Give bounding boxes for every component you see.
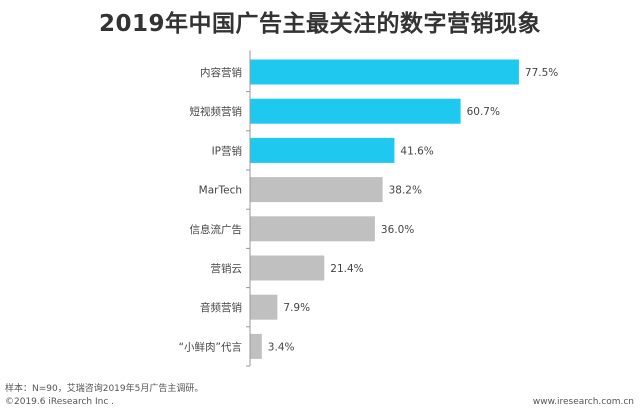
bar-chart: 内容营销 77.5% 短视频营销 60.7% IP营销 41.6% MarTech 38.2%…	[179, 50, 558, 367]
value-label: 3.4%	[268, 341, 295, 353]
value-label: 21.4%	[330, 263, 363, 275]
category-label: 音频营销	[200, 301, 242, 314]
bar	[250, 137, 395, 163]
bar	[250, 177, 383, 203]
category-label: 短视频营销	[190, 105, 243, 118]
category-label: 营销云	[211, 262, 243, 275]
bar	[250, 216, 375, 242]
value-label: 60.7%	[467, 106, 500, 118]
value-label: 7.9%	[283, 302, 310, 314]
website-url: www.iresearch.com.cn	[532, 397, 634, 407]
bar	[250, 255, 325, 281]
bar	[250, 333, 262, 359]
value-label: 38.2%	[389, 185, 422, 197]
value-label: 36.0%	[381, 224, 414, 236]
bar	[250, 59, 519, 85]
sample-note: 样本：N=90，艾瑞咨询2019年5月广告主调研。	[5, 384, 204, 394]
category-label: 信息流广告	[190, 223, 243, 236]
category-label: MarTech	[199, 185, 242, 197]
bar	[250, 98, 461, 124]
value-label: 77.5%	[525, 67, 558, 79]
bar	[250, 294, 278, 320]
category-label: IP营销	[212, 144, 242, 157]
category-label: “小鲜肉”代言	[179, 340, 242, 353]
value-label: 41.6%	[400, 145, 433, 157]
category-label: 内容营销	[200, 66, 242, 79]
chart-title: 2019年中国广告主最关注的数字营销现象	[98, 11, 541, 37]
copyright-text: ©2019.6 iResearch Inc .	[5, 397, 115, 407]
